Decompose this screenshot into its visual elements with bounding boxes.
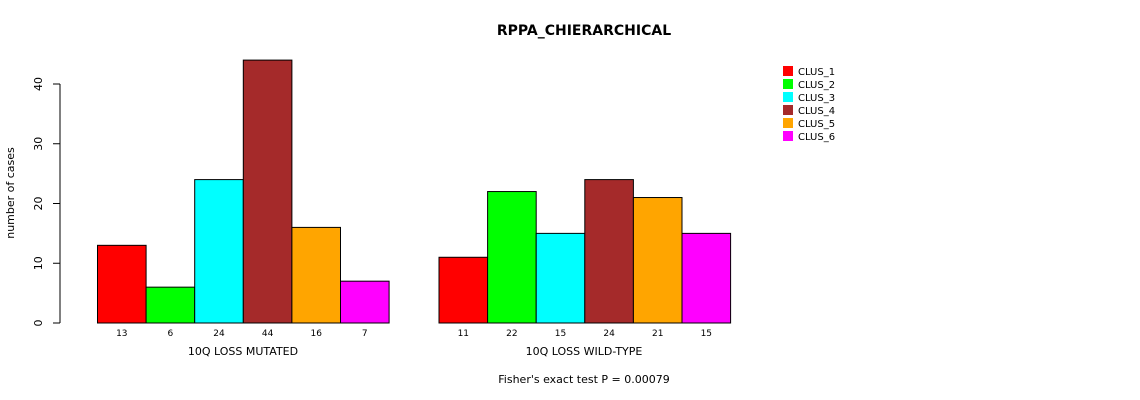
bar-clus-4: [584, 179, 634, 324]
legend-swatch: [783, 79, 793, 89]
bar-clus-2: [487, 191, 537, 324]
group-label: 10Q LOSS WILD-TYPE: [526, 345, 643, 358]
bar-count-label: 22: [506, 329, 517, 339]
y-tick-label: 40: [32, 77, 45, 91]
chart-title: RPPA_CHIERARCHICAL: [497, 23, 671, 39]
legend-label: CLUS_1: [798, 67, 835, 78]
legend-swatch: [783, 105, 793, 115]
legend-label: CLUS_5: [798, 119, 835, 130]
bar-clus-3: [194, 179, 244, 324]
bar-clus-6: [681, 232, 732, 324]
y-axis-label: number of cases: [4, 147, 17, 239]
bar-count-label: 24: [603, 329, 615, 339]
legend-swatch: [783, 92, 793, 102]
bar-count-label: 7: [362, 329, 368, 339]
y-axis: 0 10 20 30 40: [32, 77, 61, 327]
legend-label: CLUS_2: [798, 80, 835, 91]
legend-swatch: [783, 131, 793, 141]
bar-count-label: 21: [652, 329, 663, 339]
legend-label: CLUS_4: [798, 106, 835, 117]
bar-clus-3: [535, 232, 586, 324]
bar-clus-4: [242, 59, 293, 324]
bar-count-label: 11: [458, 329, 469, 339]
y-tick-label: 30: [32, 137, 45, 151]
bar-clus-5: [291, 226, 341, 324]
bars: [97, 59, 732, 324]
legend-label: CLUS_6: [798, 132, 835, 143]
bar-clus-1: [438, 256, 489, 324]
y-tick-label: 10: [32, 256, 45, 270]
y-tick-label: 0: [32, 320, 45, 327]
bar-count-label: 44: [262, 329, 274, 339]
bar-clus-5: [632, 197, 683, 324]
bar-clus-1: [97, 244, 147, 324]
y-tick-label: 20: [32, 197, 45, 211]
group-label: 10Q LOSS MUTATED: [188, 345, 298, 358]
fisher-annotation: Fisher's exact test P = 0.00079: [498, 373, 669, 386]
legend: CLUS_1 CLUS_2 CLUS_3 CLUS_4 CLUS_5 CLUS_6: [783, 66, 835, 143]
bar-count-label: 15: [701, 329, 712, 339]
legend-swatch: [783, 66, 793, 76]
bar-count-label: 13: [116, 329, 127, 339]
legend-label: CLUS_3: [798, 93, 835, 104]
bar-count-label: 15: [555, 329, 566, 339]
bar-clus-2: [145, 286, 196, 324]
bar-count-label: 16: [310, 329, 322, 339]
bar-clus-6: [340, 280, 390, 324]
bar-count-label: 24: [213, 329, 225, 339]
bar-count-label: 6: [168, 329, 174, 339]
bar-labels: 13 6 24 44 16 7 10Q LOSS MUTATED 11 22 15 24 21 15 10…: [116, 329, 712, 358]
legend-swatch: [783, 118, 793, 128]
